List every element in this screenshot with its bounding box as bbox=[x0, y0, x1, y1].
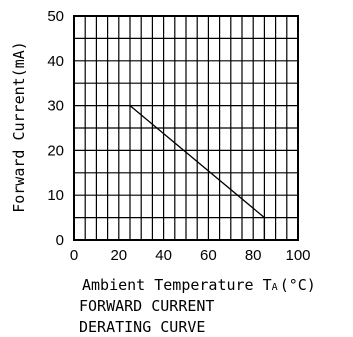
y-tick-label: 10 bbox=[47, 187, 64, 204]
derating-curve-line bbox=[129, 105, 266, 240]
chart-grid bbox=[73, 15, 299, 241]
x-tick-label: 20 bbox=[110, 247, 127, 264]
y-tick-label: 30 bbox=[47, 98, 64, 115]
x-tick-label: 100 bbox=[285, 247, 310, 264]
plot-border bbox=[73, 15, 299, 241]
y-tick-label: 40 bbox=[47, 53, 64, 70]
y-tick-label: 0 bbox=[56, 232, 64, 249]
x-tick-label: 60 bbox=[200, 247, 217, 264]
plot-frame bbox=[73, 15, 299, 241]
y-tick-label: 20 bbox=[47, 142, 64, 159]
y-tick-labels: 0 10 20 30 40 50 bbox=[47, 8, 64, 249]
x-axis-label: Ambient Temperature TA (°C) bbox=[82, 276, 316, 294]
x-axis-label-subscript: A bbox=[272, 282, 278, 293]
series-layer bbox=[129, 105, 266, 240]
x-axis-label-main: Ambient Temperature T bbox=[82, 276, 272, 294]
chart-title-line-2: DERATING CURVE bbox=[79, 318, 205, 336]
x-tick-label: 0 bbox=[70, 247, 78, 264]
y-axis-label: Forward Current(mA) bbox=[10, 41, 28, 213]
x-tick-labels: 0 20 40 60 80 100 bbox=[70, 247, 311, 264]
x-axis-label-unit: (°C) bbox=[280, 276, 316, 294]
x-tick-label: 80 bbox=[245, 247, 262, 264]
y-tick-label: 50 bbox=[47, 8, 64, 25]
x-tick-label: 40 bbox=[155, 247, 172, 264]
chart-title-line-1: FORWARD CURRENT bbox=[79, 297, 214, 315]
